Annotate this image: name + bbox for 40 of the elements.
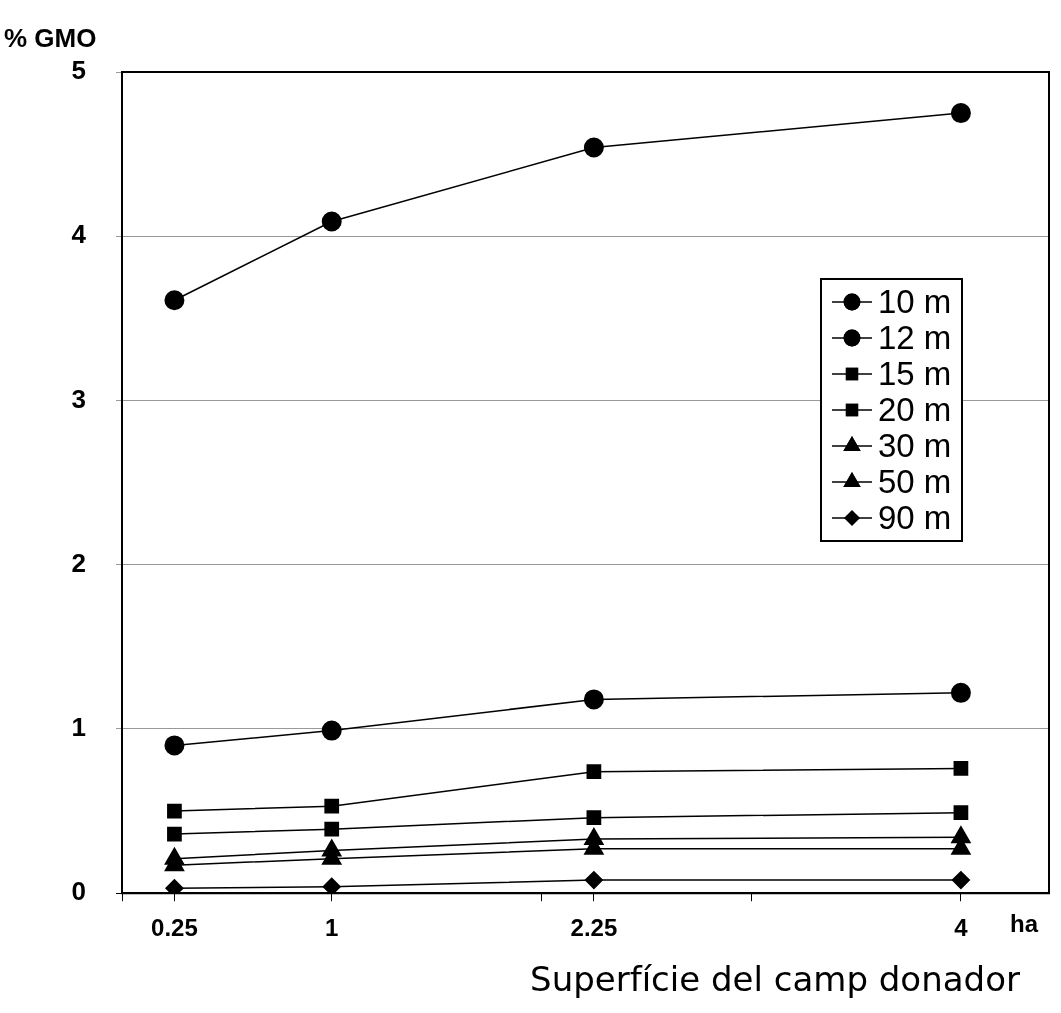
point [951, 871, 970, 890]
point [321, 211, 342, 232]
point [953, 761, 969, 776]
point [324, 798, 340, 814]
point [164, 735, 185, 756]
legend-label: 30 m [878, 427, 952, 464]
point [950, 682, 971, 703]
y-tick-label: 5 [71, 55, 86, 86]
point [167, 803, 182, 819]
point [586, 764, 602, 780]
point [164, 290, 185, 311]
y-tick-label: 1 [71, 712, 86, 743]
point [583, 689, 604, 710]
point [324, 821, 340, 837]
point [322, 877, 341, 894]
y-tick-label: 3 [71, 383, 86, 414]
point [167, 826, 182, 842]
point [586, 810, 602, 826]
point [584, 871, 603, 890]
x-tick-label: 0.25 [151, 914, 198, 942]
x-tick-label: 4 [954, 914, 969, 942]
legend-label: 20 m [878, 391, 952, 428]
legend-label: 12 m [878, 319, 952, 356]
legend-label: 10 m [878, 283, 952, 320]
legend-label: 50 m [878, 463, 952, 500]
x-tick-label: 1 [325, 914, 339, 942]
point [165, 879, 184, 894]
legend-label: 90 m [878, 499, 952, 536]
point [583, 137, 604, 158]
y-axis-title: % GMO [4, 23, 97, 54]
x-axis-title: Superfície del camp donador [530, 958, 1020, 999]
point [950, 103, 971, 124]
y-tick-label: 0 [71, 876, 86, 907]
legend-label: 15 m [878, 355, 952, 392]
y-tick-label: 2 [71, 547, 86, 578]
point [953, 805, 969, 821]
x-tick-label: 2.25 [570, 914, 618, 942]
text: ha [1010, 909, 1039, 937]
point [321, 720, 342, 741]
y-tick-label: 4 [71, 219, 87, 250]
